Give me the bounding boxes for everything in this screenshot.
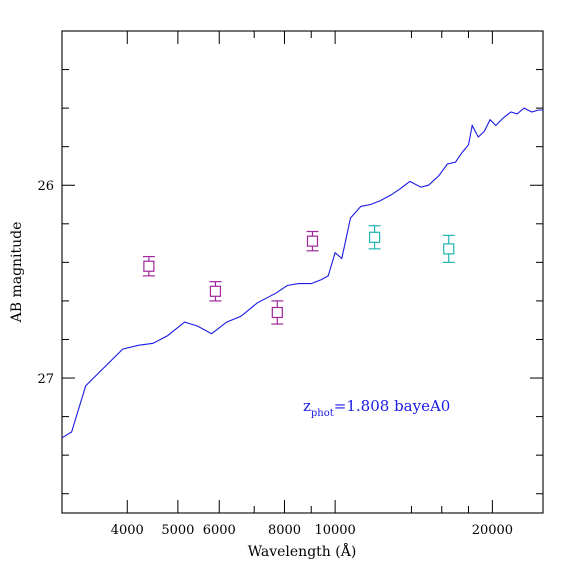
plot-border [61,30,544,514]
x-tick-label: 5000 [161,523,194,538]
x-tick-label: 6000 [203,523,236,538]
axis-ticks: 4000 5000 6000 8000 10000 20000 26 27 [37,30,543,538]
point-marker [143,260,155,272]
sed-model [61,107,543,439]
photometry-point [142,255,155,277]
photometry-point [271,300,284,325]
annotation-prefix: z [303,397,311,415]
photo-z-annotation: zphot=1.808 bayeA0 [303,397,450,419]
y-tick-label: 26 [37,179,54,194]
sed-line [61,107,543,439]
point-marker [209,285,222,297]
annotation-text: =1.808 bayeA0 [334,397,451,415]
point-marker [306,235,319,247]
x-tick-label: 4000 [111,523,144,538]
point-marker [443,243,455,255]
y-axis-label: AB magnitude [9,222,25,324]
x-axis-label: Wavelength (Å) [248,542,357,560]
axis-labels: Wavelength (Å) AB magnitude zphot=1.808 … [9,222,450,560]
x-tick-label: 20000 [472,523,513,538]
point-marker [271,306,283,319]
x-tick-label: 8000 [268,523,301,538]
y-tick-label: 27 [37,372,54,387]
x-tick-label: 10000 [314,523,355,538]
photometry-point [306,230,319,252]
photometry-point [368,225,381,250]
annotation-subscript: phot [311,408,334,419]
plot-frame [61,30,544,514]
photometry-point [442,234,455,263]
point-marker [368,231,381,243]
photometry-points [142,225,455,325]
photometry-point [209,281,222,302]
